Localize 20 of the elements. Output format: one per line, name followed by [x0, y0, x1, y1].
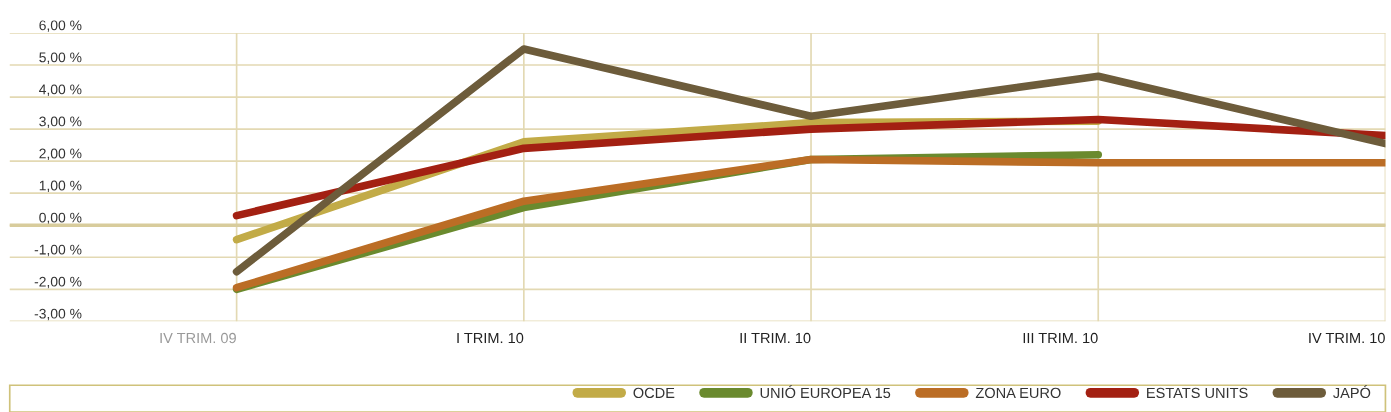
- x-tick-label: I TRIM. 10: [457, 332, 524, 344]
- x-tick-label: II TRIM. 10: [740, 332, 811, 344]
- y-tick-label: 6,00 %: [39, 20, 82, 32]
- legend-label: ZONA EURO: [975, 387, 1061, 399]
- legend-label: JAPÓ: [1333, 385, 1371, 399]
- y-tick-label: -3,00 %: [34, 308, 82, 321]
- x-tick-label: III TRIM. 10: [1023, 332, 1098, 344]
- legend-label: OCDE: [633, 387, 675, 399]
- y-tick-label: 3,00 %: [39, 116, 82, 128]
- y-tick-label: 0,00 %: [39, 212, 82, 225]
- y-tick-label: -1,00 %: [34, 244, 82, 257]
- y-tick-label: 1,00 %: [39, 180, 82, 193]
- legend-label: UNIÓ EUROPEA 15: [760, 385, 891, 399]
- y-tick-label: 5,00 %: [39, 52, 82, 64]
- y-tick-label: -2,00 %: [34, 276, 82, 289]
- y-tick-label: 4,00 %: [39, 84, 82, 96]
- legend-label: ESTATS UNITS: [1147, 387, 1248, 399]
- x-tick-label: IV TRIM. 09: [160, 332, 236, 344]
- x-tick-label: IV TRIM. 10: [1309, 332, 1385, 344]
- y-tick-label: 2,00 %: [39, 148, 82, 161]
